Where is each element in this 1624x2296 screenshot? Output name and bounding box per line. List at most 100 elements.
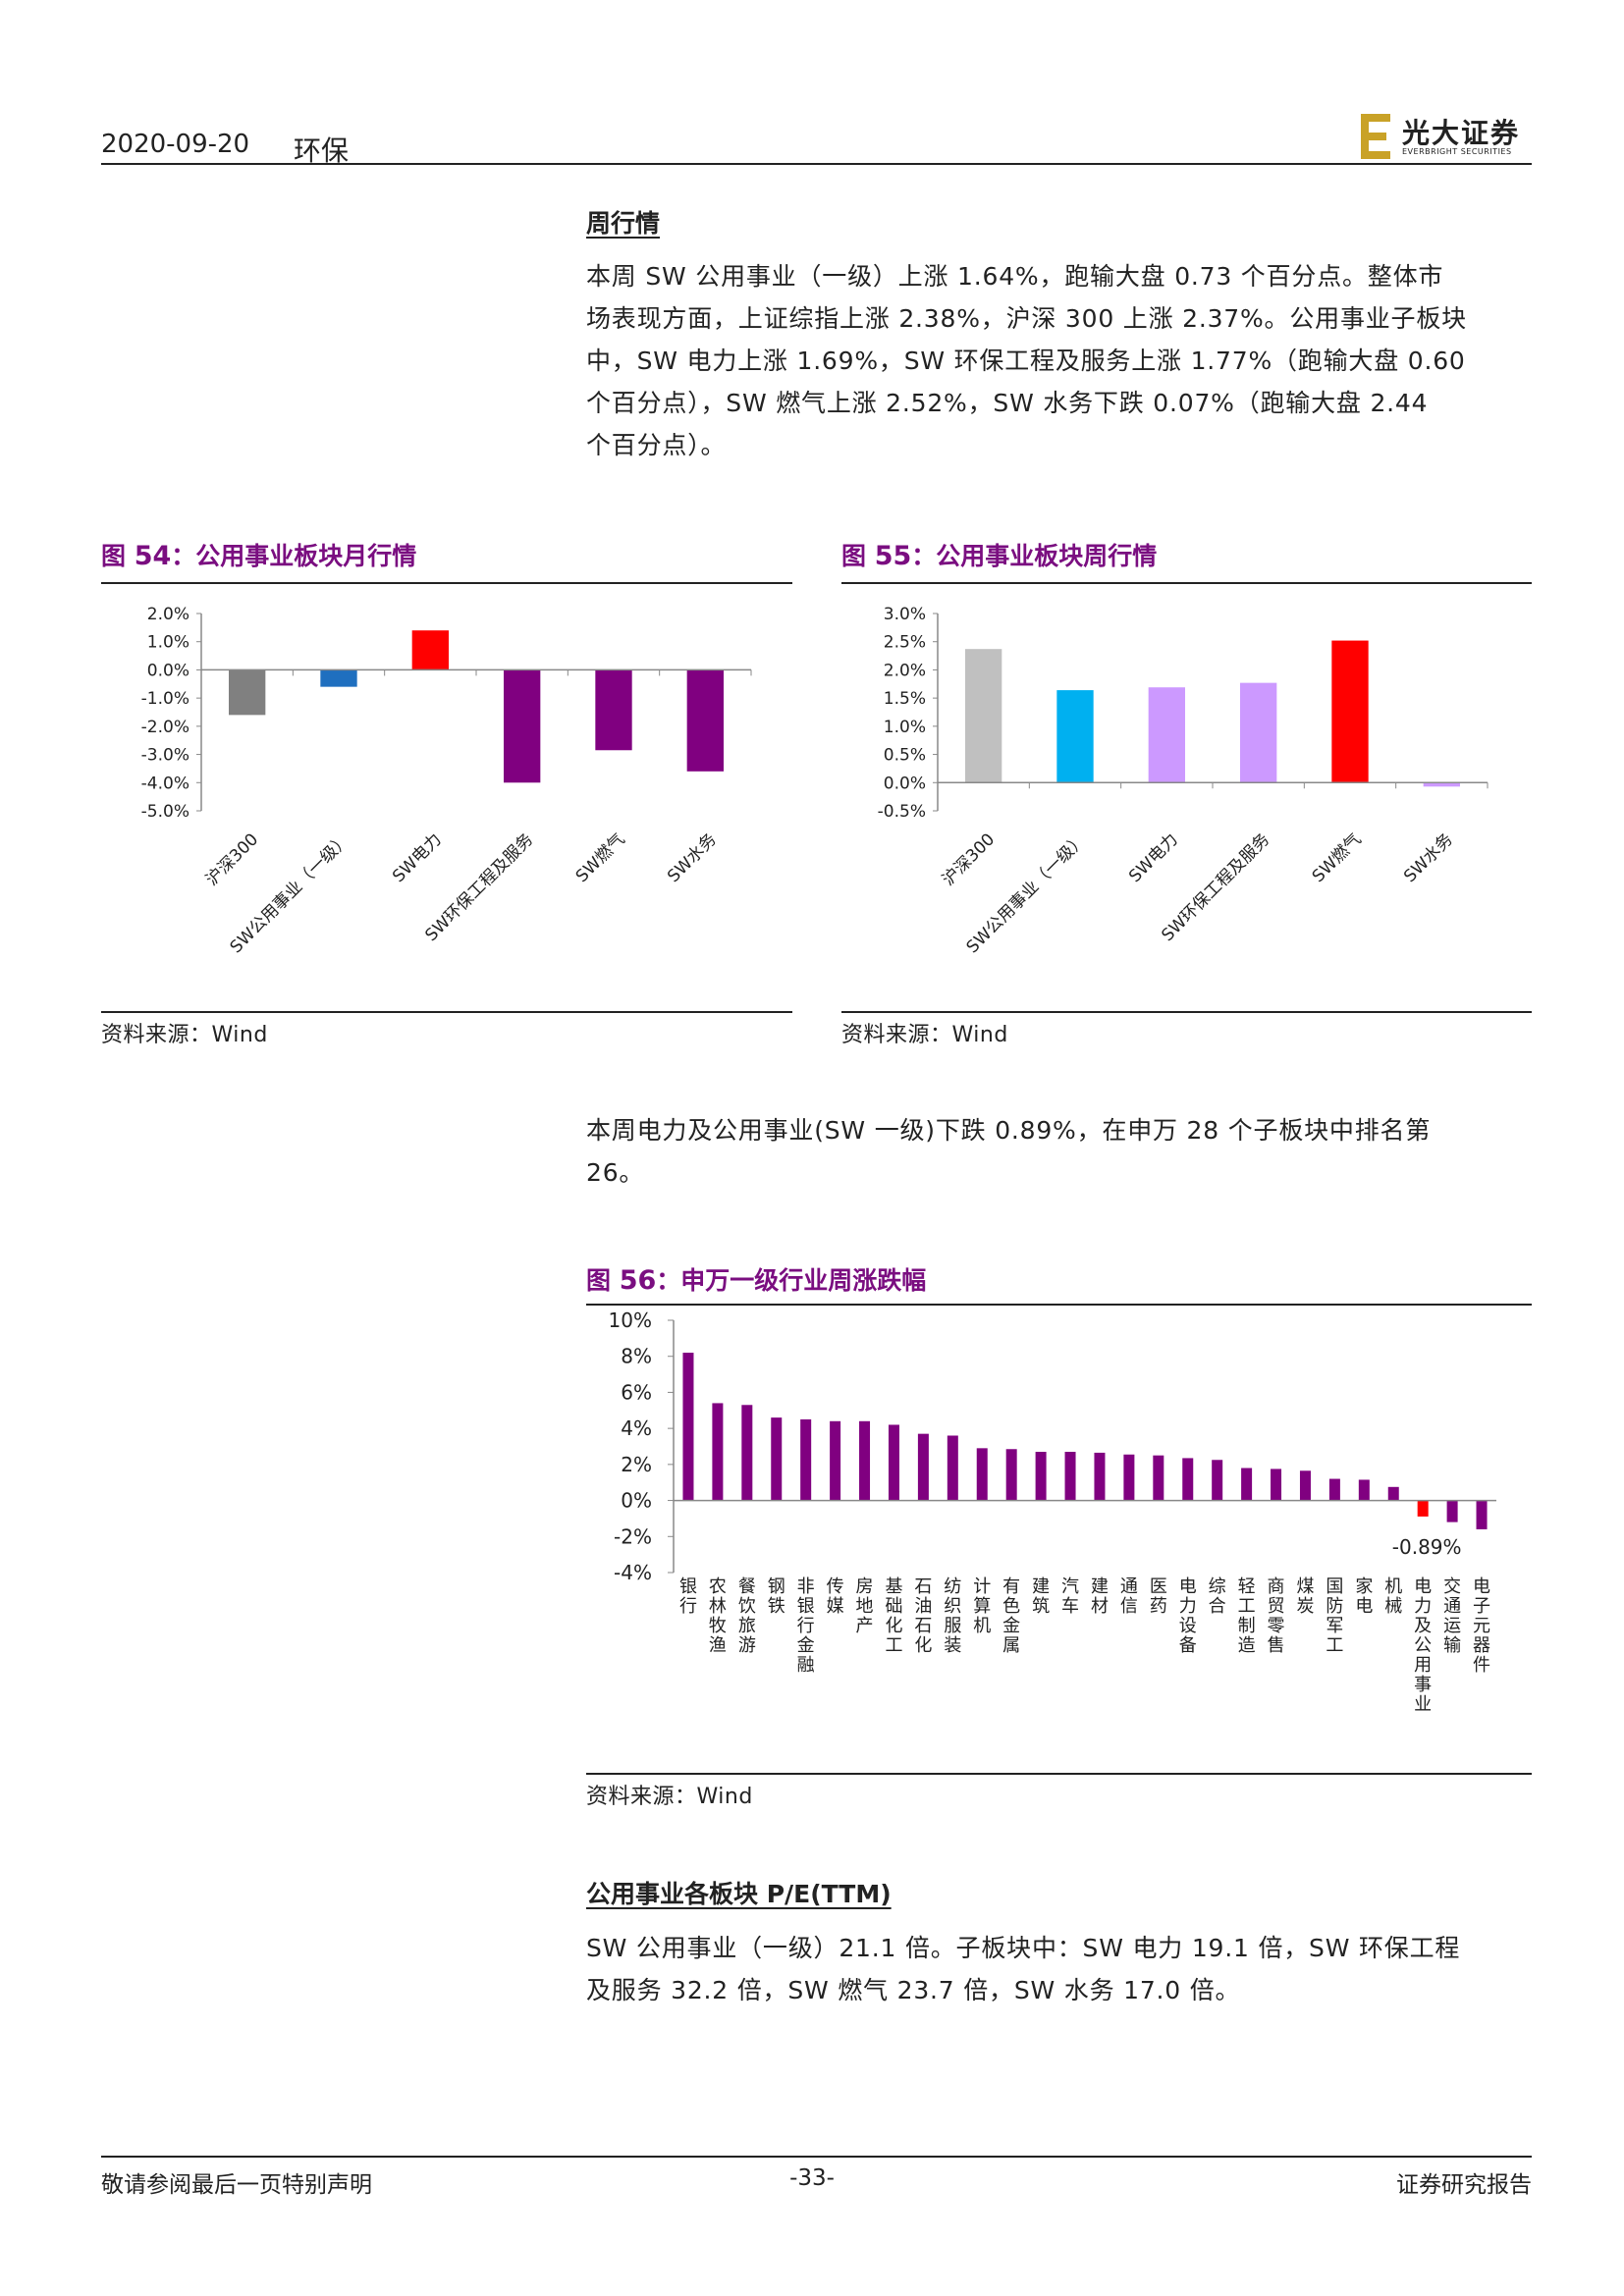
y-tick-label: -1.0% <box>141 689 189 709</box>
x-tick-label: 传媒 <box>827 1576 844 1617</box>
x-tick-label: 有色金属 <box>1002 1576 1020 1656</box>
para-line: 个百分点），SW 燃气上涨 2.52%，SW 水务下跌 0.07%（跑输大盘 2… <box>586 389 1429 417</box>
x-tick-label: 非银行金融 <box>797 1576 815 1676</box>
bar <box>741 1405 753 1501</box>
y-tick-label: 8% <box>621 1345 652 1368</box>
bar <box>965 649 1002 783</box>
bar <box>947 1435 958 1501</box>
figure-caption: ：公用事业板块月行情 <box>171 542 417 570</box>
y-tick-label: 4% <box>621 1416 652 1440</box>
x-tick-label: SW燃气 <box>1309 829 1366 886</box>
figure-54-chart: 2.0% 1.0% 0.0% -1.0% -2.0% -3.0% -4.0% -5.0% 沪深3… <box>141 605 752 957</box>
bar <box>1148 687 1185 783</box>
x-tick-label: 房地产 <box>856 1576 874 1636</box>
bar <box>800 1418 812 1501</box>
x-tick-label: 轻工制造 <box>1238 1576 1256 1656</box>
bar <box>1241 1468 1253 1501</box>
bar <box>712 1403 724 1501</box>
x-tick-label: 商贸零售 <box>1268 1576 1285 1656</box>
x-tick-label: 建材 <box>1091 1576 1109 1617</box>
x-tick-label: 煤炭 <box>1296 1576 1314 1617</box>
y-tick-label: 1.0% <box>147 633 189 653</box>
x-tick-label: 沪深300 <box>939 829 999 889</box>
bar <box>411 630 449 670</box>
figure-55-top-rule <box>841 582 1532 584</box>
logo-subtitle: EVERBRIGHT SECURITIES <box>1402 147 1512 156</box>
company-logo: 光大证券 EVERBRIGHT SECURITIES <box>1355 110 1532 163</box>
bar <box>1035 1452 1047 1501</box>
para-line: 26。 <box>586 1158 645 1187</box>
footer-report-type: 证券研究报告 <box>1396 2172 1532 2198</box>
figure-number: 55 <box>874 541 912 571</box>
bar <box>859 1420 871 1501</box>
bar <box>1417 1500 1429 1517</box>
para-line: SW 公用事业（一级）21.1 倍。子板块中：SW 电力 19.1 倍，SW 环… <box>586 1934 1461 1962</box>
bar <box>682 1353 694 1501</box>
y-tick-label: 1.0% <box>884 718 926 737</box>
figure-prefix: 图 <box>101 542 135 570</box>
y-tick-label: 2.0% <box>884 661 926 680</box>
y-tick-label: 0.0% <box>884 774 926 793</box>
logo-mark-icon <box>1361 114 1390 159</box>
x-tick-label: 电力及公用事业 <box>1414 1576 1432 1715</box>
para-line: 及服务 32.2 倍，SW 燃气 23.7 倍，SW 水务 17.0 倍。 <box>586 1976 1241 2004</box>
bar <box>504 669 541 783</box>
x-tick-label: 钢铁 <box>768 1576 785 1617</box>
bar <box>1005 1449 1017 1501</box>
logo-text: 光大证券 <box>1402 117 1521 149</box>
bar <box>595 669 632 751</box>
x-tick-label: 通信 <box>1120 1576 1138 1617</box>
figure-number: 54 <box>134 541 172 571</box>
y-tick-label: 0.0% <box>147 661 189 680</box>
figure-56-title: 图 56：申万一级行业周涨跌幅 <box>586 1261 926 1297</box>
y-tick-label: 2.0% <box>147 605 189 624</box>
x-tick-label: 家电 <box>1355 1576 1373 1617</box>
figure-55-source: 资料来源：Wind <box>841 1023 1008 1047</box>
bar <box>771 1417 783 1501</box>
figure-54-top-rule <box>101 582 792 584</box>
weekly-paragraph: 本周 SW 公用事业（一级）上涨 1.64%，跑输大盘 0.73 个百分点。整体… <box>586 255 1532 466</box>
x-tick-label: 医药 <box>1150 1576 1167 1617</box>
x-tick-label: 计算机 <box>973 1576 991 1636</box>
bar <box>1387 1486 1399 1501</box>
figure-56-chart: 10% 8% 6% 4% 2% 0% -2% -4% 银行农林牧渔餐饮旅游钢铁非银行金融传媒房地… <box>609 1308 1496 1715</box>
figure-56-bottom-rule <box>586 1773 1532 1775</box>
footer-disclaimer: 敬请参阅最后一页特别声明 <box>101 2172 372 2198</box>
figure-caption: ：申万一级行业周涨跌幅 <box>656 1266 927 1295</box>
bar <box>1476 1500 1488 1529</box>
bar <box>1240 682 1277 783</box>
x-tick-label: 交通运输 <box>1443 1576 1461 1656</box>
x-tick-label: 综合 <box>1209 1576 1226 1617</box>
x-tick-label: 纺织服装 <box>944 1576 961 1656</box>
bar <box>1358 1479 1370 1501</box>
para-line: 中，SW 电力上涨 1.69%，SW 环保工程及服务上涨 1.77%（跑输大盘 … <box>586 347 1466 375</box>
figure-prefix: 图 <box>586 1266 620 1295</box>
x-tick-label: 建筑 <box>1032 1576 1050 1617</box>
bar <box>1299 1470 1311 1501</box>
x-tick-label: SW燃气 <box>572 829 629 886</box>
bar <box>976 1448 988 1501</box>
y-tick-label: 0.5% <box>884 746 926 766</box>
bar <box>1064 1452 1076 1501</box>
bar <box>1182 1458 1194 1501</box>
bar <box>1212 1460 1223 1501</box>
data-label: -0.89% <box>1392 1535 1462 1559</box>
x-tick-label: SW水务 <box>1400 829 1457 886</box>
y-tick-label: 10% <box>609 1308 652 1332</box>
x-tick-label: 沪深300 <box>202 829 262 889</box>
bar <box>917 1433 929 1501</box>
x-tick-label: SW电力 <box>389 829 446 886</box>
x-tick-label: 电力设备 <box>1179 1576 1197 1656</box>
bar <box>830 1420 841 1501</box>
y-tick-label: -5.0% <box>141 802 189 822</box>
figure-56-top-rule <box>586 1304 1532 1306</box>
para-line: 场表现方面，上证综指上涨 2.38%，沪深 300 上涨 2.37%。公用事业子… <box>586 304 1467 333</box>
x-tick-label: 电子元器件 <box>1473 1576 1490 1676</box>
y-tick-label: 3.0% <box>884 605 926 624</box>
footer-rule <box>101 2156 1532 2158</box>
y-tick-label: -4% <box>614 1561 652 1584</box>
y-tick-label: 6% <box>621 1380 652 1404</box>
x-tick-label: 银行 <box>679 1576 697 1617</box>
bar <box>1271 1468 1282 1501</box>
figure-54-bottom-rule <box>101 1011 792 1013</box>
